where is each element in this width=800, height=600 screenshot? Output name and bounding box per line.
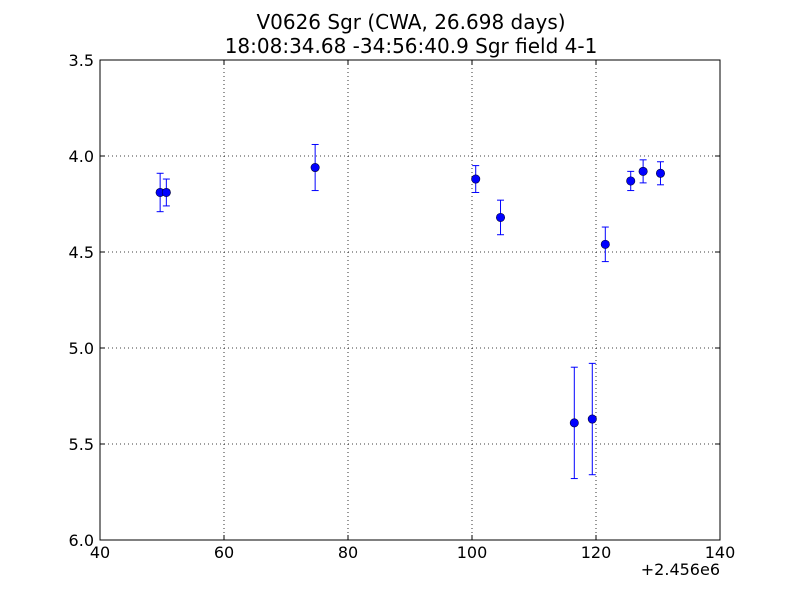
y-tick-label: 5.5	[69, 435, 94, 454]
plot-frame	[99, 59, 721, 541]
y-tick-label: 3.5	[69, 51, 94, 70]
data-point	[600, 239, 610, 249]
error-bars	[156, 143, 664, 480]
data-point	[471, 174, 481, 184]
y-tick-label: 4.5	[69, 243, 94, 262]
data-point	[655, 168, 665, 178]
y-tick-label: 6.0	[69, 531, 94, 550]
y-tick-label: 5.0	[69, 339, 94, 358]
data-point	[638, 166, 648, 176]
x-tick-label: 120	[581, 543, 612, 562]
data-point	[587, 414, 597, 424]
grid	[100, 60, 720, 540]
axis-ticks: 40 60 80 100 120 140 3.5 4.0 4.5 5.0 5.5 6.0	[69, 51, 736, 562]
data-point	[496, 212, 506, 222]
data-point	[626, 176, 636, 186]
x-tick-label: 100	[457, 543, 488, 562]
x-offset-label: +2.456e6	[641, 560, 720, 579]
x-tick-label: 60	[214, 543, 234, 562]
data-point	[161, 187, 171, 197]
data-point	[569, 418, 579, 428]
x-tick-label: 140	[705, 543, 736, 562]
data-points	[155, 163, 665, 428]
x-tick-label: 40	[90, 543, 110, 562]
chart-title: V0626 Sgr (CWA, 26.698 days)	[256, 10, 565, 34]
x-tick-label: 80	[338, 543, 358, 562]
y-tick-label: 4.0	[69, 147, 94, 166]
data-point	[310, 163, 320, 173]
chart-subtitle: 18:08:34.68 -34:56:40.9 Sgr field 4-1	[225, 34, 598, 58]
